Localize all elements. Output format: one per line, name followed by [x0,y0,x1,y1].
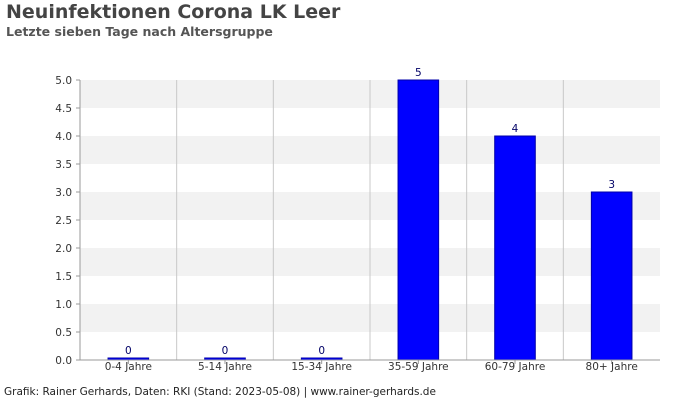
y-tick-label: 0.0 [55,355,72,367]
x-tick-label: 80+ Jahre [586,361,638,373]
bar [397,79,440,361]
vertical-gridlines [176,80,564,360]
y-tick-label: 4.5 [55,103,72,115]
y-tick-label: 0.5 [55,327,72,339]
x-tick-labels: 0-4 Jahre 5-14 Jahre 15-34 Jahre 35-59 Jahr… [105,361,638,373]
chart-title: Neuinfektionen Corona LK Leer [6,1,341,23]
chart-footer: Grafik: Rainer Gerhards, Daten: RKI (Sta… [4,386,436,398]
y-tick-label: 2.5 [55,215,72,227]
data-label: 3 [608,179,615,191]
data-label: 5 [415,67,422,79]
y-tick-labels: 0.0 0.5 1.0 1.5 2.0 2.5 3.0 3.5 4.0 4.5 5.0 [55,75,72,367]
x-tick-label: 35-59 Jahre [388,361,449,373]
y-tick-label: 1.0 [55,299,72,311]
bar [590,191,633,361]
x-tick-label: 5-14 Jahre [198,361,252,373]
y-tick-label: 4.0 [55,131,72,143]
y-tick-label: 1.5 [55,271,72,283]
x-tick-label: 15-34 Jahre [291,361,352,373]
data-label: 4 [512,123,519,135]
data-label: 0 [125,345,132,357]
y-tick-label: 5.0 [55,75,72,87]
bar [494,135,536,361]
chart-subtitle: Letzte sieben Tage nach Altersgruppe [6,24,273,39]
data-label: 0 [222,345,229,357]
y-tick-label: 3.0 [55,187,72,199]
axes [76,79,660,364]
data-labels: 0 0 0 5 4 3 [125,67,615,357]
data-label: 0 [318,345,325,357]
y-tick-label: 3.5 [55,159,72,171]
x-tick-label: 60-79 Jahre [485,361,546,373]
x-tick-label: 0-4 Jahre [105,361,152,373]
y-tick-label: 2.0 [55,243,72,255]
bars [107,79,633,361]
